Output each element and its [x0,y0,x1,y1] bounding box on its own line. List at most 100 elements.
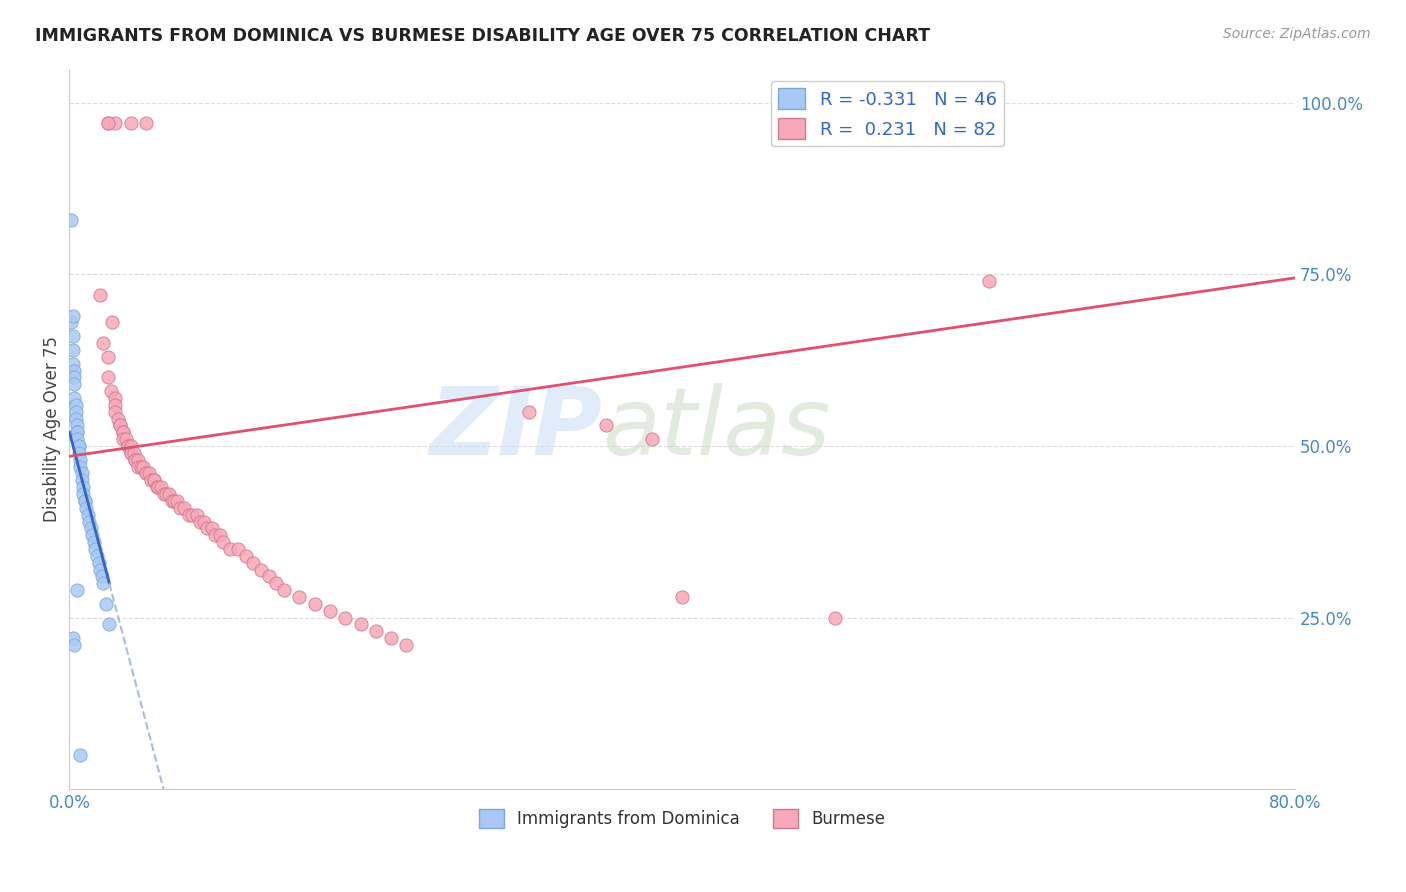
Point [67,439,90,453]
Point [62,343,84,357]
Point [112,425,135,440]
Point [120,446,142,460]
Point [79,515,101,529]
Point [250,563,273,577]
Point [157,487,180,501]
Point [63,377,86,392]
Point [72,487,94,501]
Point [235,549,257,563]
Point [148,480,170,494]
Point [63,391,86,405]
Point [91,336,114,351]
Point [98,617,121,632]
Point [90,569,112,583]
Point [63,363,86,377]
Point [70,467,93,481]
Point [160,494,183,508]
Point [135,116,157,130]
Text: Source: ZipAtlas.com: Source: ZipAtlas.com [1223,27,1371,41]
Point [127,452,149,467]
Point [120,439,142,453]
Point [108,418,131,433]
Point [63,638,86,652]
Point [364,624,387,639]
Point [124,452,146,467]
Point [89,288,111,302]
Point [319,604,342,618]
Point [107,411,129,425]
Point [162,494,184,508]
Point [166,494,188,508]
Point [97,116,120,130]
Point [97,350,120,364]
Point [304,597,326,611]
Text: ZIP: ZIP [430,383,603,475]
Point [67,439,90,453]
Point [66,418,89,433]
Point [66,432,89,446]
Point [112,432,135,446]
Point [264,576,287,591]
Point [75,500,97,515]
Point [640,432,662,446]
Point [219,541,242,556]
Point [120,446,142,460]
Point [142,474,165,488]
Point [70,474,93,488]
Point [138,467,160,481]
Point [82,528,104,542]
Point [62,357,84,371]
Point [671,590,693,604]
Point [83,535,105,549]
Text: atlas: atlas [603,384,831,475]
Point [59,316,82,330]
Point [104,116,127,130]
Point [155,487,177,501]
Point [127,459,149,474]
Point [66,425,89,440]
Point [146,480,169,494]
Point [101,316,124,330]
Point [104,398,127,412]
Point [112,425,135,440]
Point [63,370,86,384]
Point [226,541,249,556]
Text: IMMIGRANTS FROM DOMINICA VS BURMESE DISABILITY AGE OVER 75 CORRELATION CHART: IMMIGRANTS FROM DOMINICA VS BURMESE DISA… [35,27,931,45]
Point [977,274,1000,288]
Point [104,405,127,419]
Point [195,521,218,535]
Point [135,467,157,481]
Point [288,590,311,604]
Point [124,452,146,467]
Point [80,521,103,535]
Point [201,521,224,535]
Point [69,747,91,762]
Point [73,494,96,508]
Point [273,583,295,598]
Point [65,405,87,419]
Point [115,432,138,446]
Point [132,459,155,474]
Point [335,610,357,624]
Point [177,508,200,522]
Point [188,515,211,529]
Point [73,494,96,508]
Point [76,508,98,522]
Point [824,610,846,624]
Point [97,116,120,130]
Legend: Immigrants from Dominica, Burmese: Immigrants from Dominica, Burmese [472,803,893,835]
Point [72,480,94,494]
Point [87,556,110,570]
Point [117,439,139,453]
Point [193,515,215,529]
Point [66,583,89,598]
Point [96,597,118,611]
Point [211,535,233,549]
Point [117,439,139,453]
Point [150,480,173,494]
Point [135,467,157,481]
Point [142,474,165,488]
Point [181,508,204,522]
Point [65,398,87,412]
Point [186,508,208,522]
